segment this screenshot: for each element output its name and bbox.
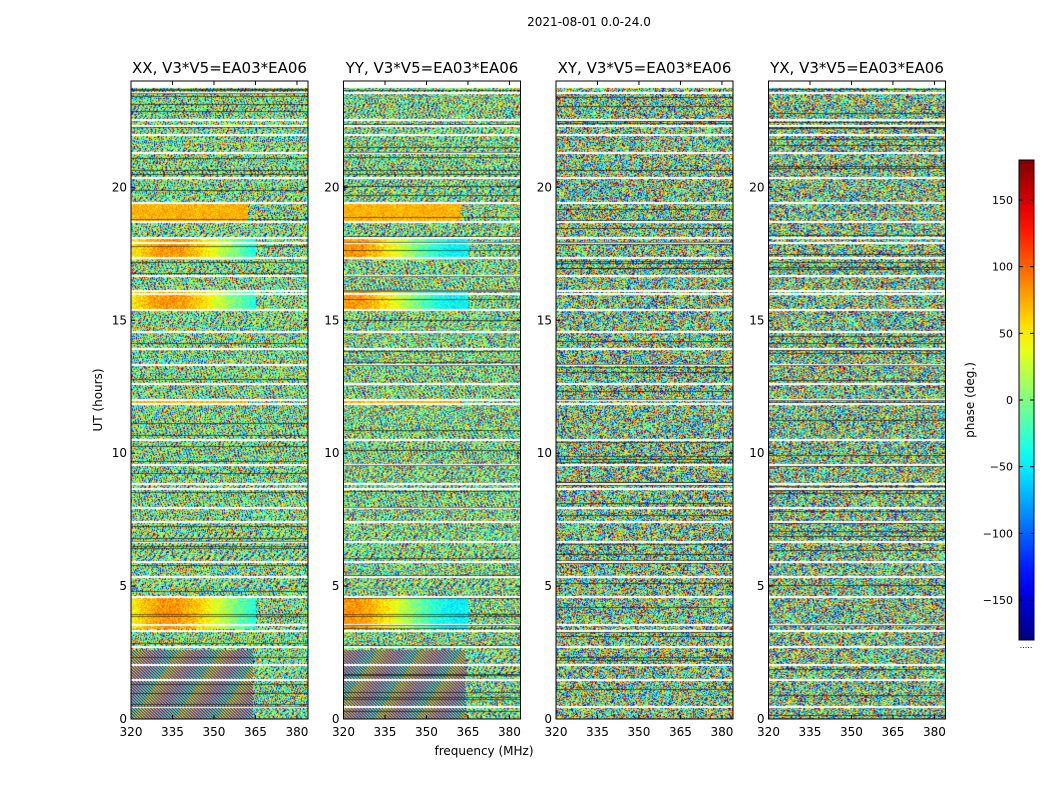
colorbar-tick-label: 50: [999, 327, 1013, 340]
panel-xy: XY, V3*V5=EA03*EA06 320 335 350 365 380 0 5 10 15…: [537, 59, 734, 739]
x-tick-label: 320: [332, 725, 355, 739]
y-tick-label: 10: [749, 446, 764, 460]
x-axis-label: frequency (MHz): [434, 744, 533, 758]
panel-frame: [555, 80, 734, 720]
colorbar-tick-label: −50: [990, 461, 1013, 474]
y-tick-label: 0: [119, 712, 127, 726]
panel-title: YX, V3*V5=EA03*EA06: [769, 59, 944, 77]
phase-waterfall: [343, 81, 521, 719]
colorbar-tick-label: 0: [1006, 394, 1013, 407]
x-tick-label: 335: [799, 725, 822, 739]
x-tick-label: 320: [120, 725, 143, 739]
panel-frame: [768, 80, 946, 720]
y-tick-label: 10: [324, 446, 339, 460]
y-tick-label: 10: [112, 446, 127, 460]
colorbar-label: phase (deg.): [963, 362, 977, 438]
y-tick-label: 15: [112, 313, 127, 327]
x-tick-label: 365: [457, 725, 480, 739]
colorbar: 150 100 50 0 −50 −100 −150: [983, 159, 1035, 641]
panel-title: XX, V3*V5=EA03*EA06: [132, 59, 307, 77]
y-tick-label: 5: [332, 579, 340, 593]
x-tick-label: 365: [669, 725, 692, 739]
y-tick-label: 10: [537, 446, 552, 460]
x-tick-label: 380: [498, 725, 521, 739]
x-tick-label: 365: [244, 725, 267, 739]
x-tick-label: 320: [545, 725, 568, 739]
x-tick-label: 335: [586, 725, 609, 739]
x-tick-label: 350: [203, 725, 226, 739]
x-tick-label: 365: [882, 725, 905, 739]
y-tick-label: 5: [544, 579, 552, 593]
y-tick-label: 20: [749, 180, 764, 194]
colorbar-tick-label: 150: [992, 194, 1013, 207]
colorbar-tick-label: −100: [983, 527, 1013, 540]
y-tick-label: 15: [749, 313, 764, 327]
y-tick-label: 20: [112, 180, 127, 194]
colorbar-tick-label: −150: [983, 594, 1013, 607]
x-tick-label: 350: [628, 725, 651, 739]
x-tick-label: 350: [840, 725, 863, 739]
y-tick-label: 15: [324, 313, 339, 327]
y-tick-label: 0: [544, 712, 552, 726]
y-tick-label: 0: [332, 712, 340, 726]
suptitle: 2021-08-01 0.0-24.0: [527, 15, 651, 29]
panel-xx: XX, V3*V5=EA03*EA06 320 335 350 365 380 0 5 10 15…: [112, 59, 309, 739]
panel-yy: YY, V3*V5=EA03*EA06 320 335 350 365 380 0 5 10 15…: [324, 59, 521, 739]
phase-waterfall: [768, 81, 946, 719]
panel-frame: [343, 80, 521, 720]
panel-yx: YX, V3*V5=EA03*EA06 320 335 350 365 380 0 5 10 15…: [749, 59, 946, 739]
x-tick-label: 335: [161, 725, 184, 739]
panel-frame: [130, 80, 309, 720]
x-tick-label: 380: [923, 725, 946, 739]
x-tick-label: 350: [415, 725, 438, 739]
x-tick-label: 335: [374, 725, 397, 739]
panel-title: YY, V3*V5=EA03*EA06: [345, 59, 519, 77]
colorbar-tick-label: 100: [992, 261, 1013, 274]
y-tick-label: 5: [757, 579, 765, 593]
y-tick-label: 20: [324, 180, 339, 194]
y-tick-label: 20: [537, 180, 552, 194]
x-tick-label: 320: [757, 725, 780, 739]
panels: XX, V3*V5=EA03*EA06 320 335 350 365 380 0 5 10 15…: [112, 59, 946, 739]
y-tick-label: 15: [537, 313, 552, 327]
y-axis-label: UT (hours): [91, 368, 105, 431]
phase-waterfall: [556, 81, 733, 719]
x-tick-label: 380: [285, 725, 308, 739]
colorbar-footer: .....: [1020, 641, 1033, 650]
x-tick-label: 380: [710, 725, 733, 739]
y-tick-label: 0: [757, 712, 765, 726]
phase-waterfall: [131, 81, 308, 719]
panel-title: XY, V3*V5=EA03*EA06: [558, 59, 732, 77]
y-tick-label: 5: [119, 579, 127, 593]
